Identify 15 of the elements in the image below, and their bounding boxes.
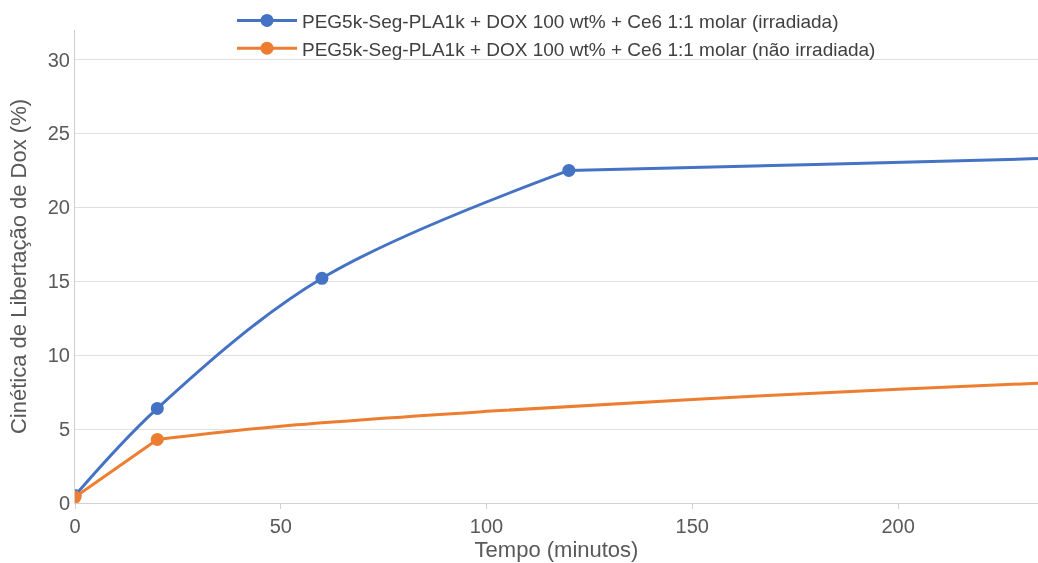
x-tick-label: 150 [675,515,709,537]
x-tick-label: 200 [881,515,915,537]
y-tick-label: 5 [58,418,70,441]
y-tick-label: 20 [47,196,70,219]
legend-label: PEG5k-Seg-PLA1k + DOX 100 wt% + Ce6 1:1 molar (irradiada) [302,10,839,32]
y-tick-label: 10 [47,344,70,367]
x-tick-label: 100 [469,515,504,537]
x-tick-label: 50 [269,515,292,537]
y-tick-label: 15 [47,270,70,293]
legend-label: PEG5k-Seg-PLA1k + DOX 100 wt% + Ce6 1:1 molar (não irradiada) [302,38,876,60]
y-axis-title: Cinética de Libertação de Dox (%) [5,98,31,435]
x-axis-title: Tempo (minutos) [474,537,639,562]
y-tick-label: 25 [47,122,70,145]
y-tick-label: 30 [47,48,70,71]
y-tick-label: 0 [58,492,70,514]
